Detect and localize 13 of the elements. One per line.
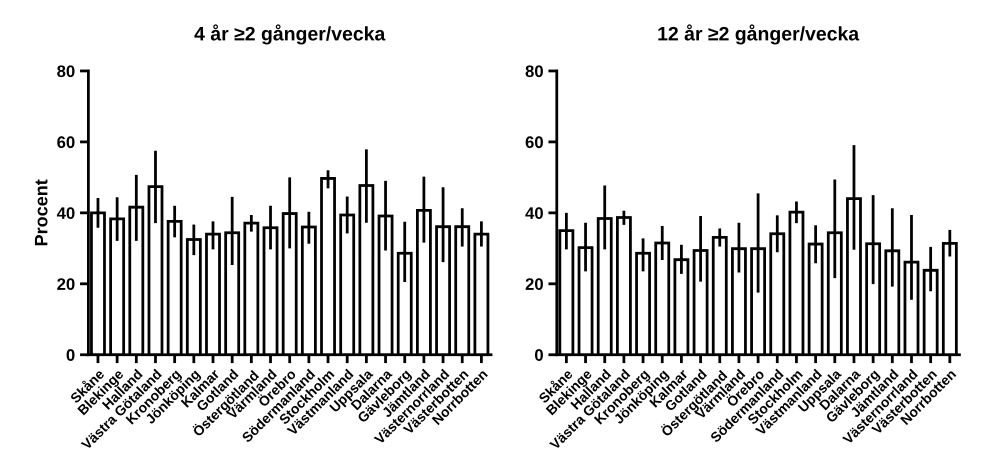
y-axis-title: Procent [34, 179, 48, 246]
y-tick-label: 60 [526, 136, 543, 148]
y-tick-label: 0 [66, 349, 75, 361]
y-tick-label: 80 [526, 65, 543, 78]
y-tick-label: 40 [525, 207, 543, 220]
chart-title: 4 år ≥2 gånger/vecka [194, 24, 386, 45]
y-tick-label: 60 [57, 136, 75, 148]
chart-title: 12 år ≥2 gånger/vecka [658, 24, 860, 45]
y-tick-label: 20 [526, 278, 543, 290]
y-tick-label: 0 [534, 349, 543, 361]
y-tick-label: 40 [56, 207, 75, 220]
y-tick-label: 20 [57, 278, 75, 290]
y-tick-label: 80 [57, 65, 75, 78]
